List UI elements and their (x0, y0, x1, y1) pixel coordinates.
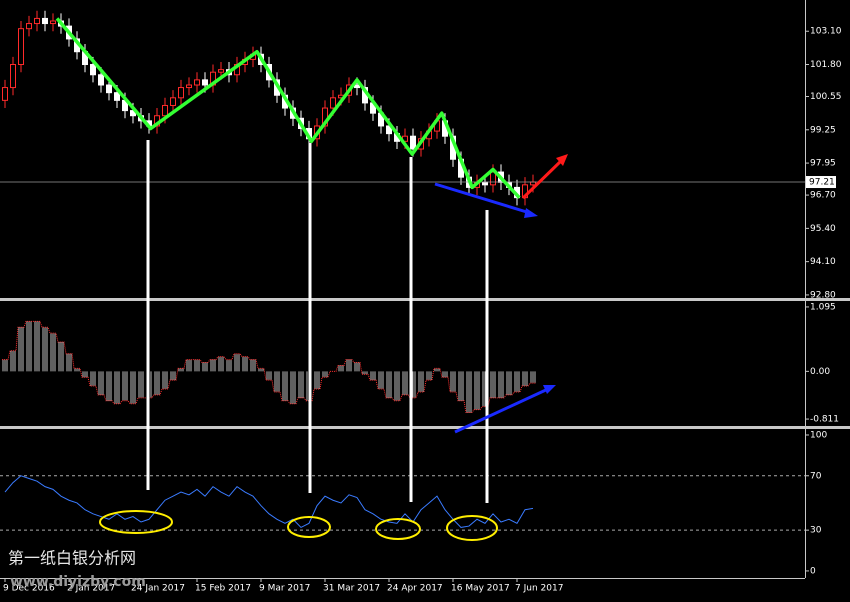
y-tick-label: 101.80 (810, 60, 842, 70)
candle-body (42, 17, 48, 25)
candle-body (98, 74, 104, 86)
x-tick-label: 9 Mar 2017 (259, 584, 310, 594)
x-tick-label: 31 Mar 2017 (323, 584, 380, 594)
arrow-head (556, 154, 568, 166)
arrow (434, 182, 531, 215)
candle-body (218, 69, 224, 73)
highlight-ellipse (446, 515, 498, 541)
candle-body (170, 97, 176, 106)
arrow (454, 387, 549, 434)
x-tick-label: 24 Apr 2017 (387, 584, 443, 594)
candle-body (194, 79, 200, 86)
y-tick-label: 95.40 (810, 224, 836, 234)
candle-body (106, 84, 112, 94)
candle-body (330, 97, 336, 109)
y-tick-label: 97.95 (810, 159, 836, 169)
candle-body (354, 84, 360, 89)
candle-body (50, 20, 56, 25)
y-tick-label: 0 (810, 566, 816, 576)
arrow (521, 158, 564, 200)
y-tick-label: 0.00 (810, 367, 830, 377)
candle-body (2, 87, 8, 101)
current-price-label: 97.21 (809, 178, 835, 188)
candle-body (34, 17, 40, 25)
candle-body (178, 87, 184, 99)
annotations (99, 140, 568, 541)
y-tick-label: 100.55 (810, 92, 842, 102)
y-tick-label: 100 (810, 430, 827, 440)
x-tick-label: 16 May 2017 (451, 584, 510, 594)
candle-body (202, 79, 208, 86)
y-tick-label: 99.25 (810, 125, 836, 135)
x-tick-label: 15 Feb 2017 (195, 584, 251, 594)
x-tick-label: 24 Jan 2017 (131, 584, 185, 594)
x-tick-label: 2 Jan 2017 (67, 584, 115, 594)
candle-body (114, 92, 120, 101)
panel-separator (0, 298, 850, 301)
candle-body (482, 181, 488, 186)
arrow-head (524, 208, 538, 218)
histogram-outline (2, 320, 536, 414)
x-tick-label: 9 Dec 2016 (3, 584, 55, 594)
y-tick-label: 96.70 (810, 191, 836, 201)
highlight-ellipse (99, 510, 173, 534)
candle-body (90, 64, 96, 76)
candle-body (18, 28, 24, 66)
y-tick-label: 103.10 (810, 27, 842, 37)
current-price-box (806, 176, 836, 189)
y-tick-label: -0.811 (810, 415, 839, 425)
panel-separator (0, 426, 850, 429)
candle-body (26, 23, 32, 30)
y-tick-label: 1.095 (810, 302, 836, 312)
watermark-url: www.diyizby.com (10, 574, 146, 590)
candle-body (162, 104, 168, 117)
watermark-title: 第一纸白银分析网 (8, 549, 136, 568)
y-tick-label: 30 (810, 526, 822, 536)
y-tick-label: 70 (810, 471, 822, 481)
candle-body (530, 181, 536, 186)
marks: 103.10 101.80 100.55 99.25 97.95 96.70 95.40 94… (0, 10, 842, 594)
highlight-ellipse (287, 516, 331, 538)
candle-body (490, 171, 496, 186)
trendline (55, 17, 521, 199)
highlight-ellipse (375, 518, 421, 540)
candle-body (386, 125, 392, 135)
y-tick-label: 94.10 (810, 257, 836, 267)
y-tick-label: 92.80 (810, 290, 836, 300)
candle-body (10, 64, 16, 89)
arrow-head (543, 385, 556, 394)
x-tick-label: 7 Jun 2017 (515, 584, 563, 594)
candle-body (186, 84, 192, 89)
candle-body (410, 135, 416, 150)
rsi-line (4, 475, 534, 529)
